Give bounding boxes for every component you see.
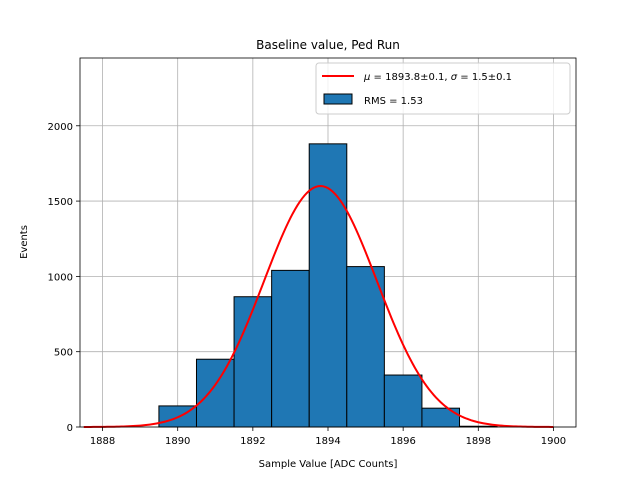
histogram-bar bbox=[383, 374, 423, 428]
x-tick-label: 1892 bbox=[240, 436, 265, 447]
legend-sigma-symbol: σ bbox=[451, 72, 458, 83]
legend: μ = 1893.8±0.1, σ = 1.5±0.1 RMS = 1.53 bbox=[315, 62, 571, 115]
legend-fit-label: μ = 1893.8±0.1, σ = 1.5±0.1 bbox=[363, 72, 512, 83]
gaussian-fit-curve bbox=[83, 185, 554, 428]
x-tick-label: 1890 bbox=[165, 436, 190, 447]
y-axis-ticks: 0 500 1000 1500 2000 bbox=[48, 122, 80, 434]
histogram-bar bbox=[346, 266, 385, 428]
x-tick-label: 1900 bbox=[541, 436, 566, 447]
y-axis-label: Events bbox=[19, 225, 30, 259]
x-tick-label: 1894 bbox=[315, 436, 340, 447]
chart-title: Baseline value, Ped Run bbox=[256, 38, 400, 52]
y-tick-label: 2000 bbox=[48, 122, 73, 133]
legend-histogram-label: RMS = 1.53 bbox=[364, 96, 423, 107]
y-tick-label: 1500 bbox=[48, 197, 73, 208]
y-tick-label: 500 bbox=[54, 348, 73, 359]
x-tick-label: 1896 bbox=[390, 436, 415, 447]
histogram-bar bbox=[271, 269, 310, 428]
histogram-bars bbox=[158, 143, 498, 428]
x-axis-label: Sample Value [ADC Counts] bbox=[259, 459, 398, 470]
x-axis-ticks: 1888 1890 1892 1894 1896 1898 1900 bbox=[90, 427, 566, 447]
y-tick-label: 0 bbox=[67, 423, 73, 434]
y-tick-label: 1000 bbox=[48, 272, 73, 283]
x-tick-label: 1898 bbox=[466, 436, 491, 447]
histogram-bar bbox=[308, 143, 348, 428]
histogram-bar bbox=[233, 296, 273, 428]
histogram-bar bbox=[195, 358, 235, 428]
legend-mu-value: = 1893.8±0.1, bbox=[370, 72, 450, 83]
x-tick-label: 1888 bbox=[90, 436, 115, 447]
legend-sigma-value: = 1.5±0.1 bbox=[457, 72, 512, 83]
legend-mu-symbol: μ bbox=[363, 72, 370, 83]
legend-histogram-swatch bbox=[323, 93, 353, 105]
histogram-bar bbox=[421, 407, 461, 428]
legend-box bbox=[315, 62, 571, 115]
